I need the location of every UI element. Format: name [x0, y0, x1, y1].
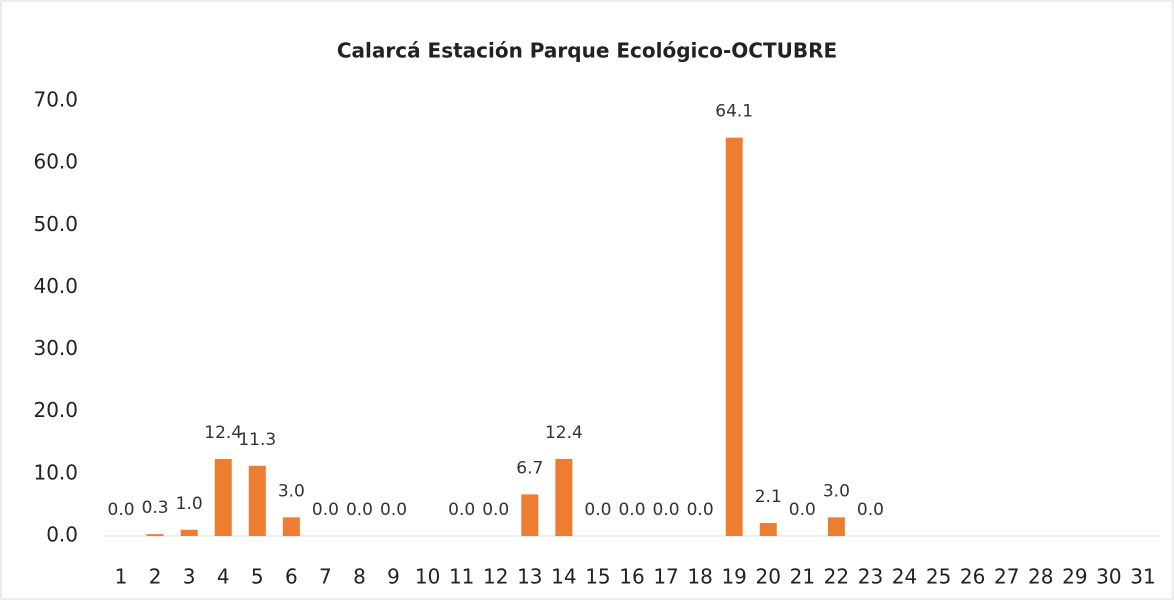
value-label: 0.0 — [789, 500, 816, 520]
x-tick-label: 9 — [387, 565, 400, 589]
x-tick-label: 3 — [183, 565, 196, 589]
bar — [759, 522, 777, 536]
x-tick-label: 6 — [285, 565, 298, 589]
y-tick-label: 10.0 — [33, 460, 78, 484]
x-tick-label: 22 — [824, 565, 849, 589]
x-tick-label: 18 — [687, 565, 712, 589]
y-tick-label: 40.0 — [33, 274, 78, 298]
x-tick-label: 11 — [449, 565, 474, 589]
bar — [214, 458, 232, 536]
value-label: 12.4 — [545, 423, 583, 443]
x-tick-label: 2 — [149, 565, 162, 589]
value-label: 3.0 — [278, 481, 305, 501]
value-label: 0.0 — [584, 500, 611, 520]
x-tick-label: 30 — [1096, 565, 1121, 589]
y-tick-label: 70.0 — [33, 88, 78, 112]
value-label: 3.0 — [823, 481, 850, 501]
x-tick-label: 7 — [319, 565, 332, 589]
x-tick-label: 8 — [353, 565, 366, 589]
bar — [827, 517, 845, 536]
value-label: 11.3 — [238, 430, 276, 450]
y-tick-label: 20.0 — [33, 398, 78, 422]
value-label: 0.0 — [346, 500, 373, 520]
value-label: 0.3 — [142, 498, 169, 518]
value-label: 0.0 — [857, 500, 884, 520]
value-label: 0.0 — [312, 500, 339, 520]
x-tick-label: 27 — [994, 565, 1019, 589]
x-tick-label: 20 — [756, 565, 781, 589]
value-label: 12.4 — [204, 423, 242, 443]
bar — [248, 465, 266, 536]
x-tick-label: 25 — [926, 565, 951, 589]
bar — [555, 458, 573, 536]
x-tick-label: 5 — [251, 565, 264, 589]
bar — [282, 517, 300, 536]
bar — [180, 529, 198, 536]
bar — [146, 534, 164, 536]
x-tick-label: 14 — [551, 565, 576, 589]
y-tick-label: 0.0 — [46, 523, 78, 547]
value-label: 0.0 — [380, 500, 407, 520]
x-tick-label: 15 — [585, 565, 610, 589]
x-tick-label: 1 — [115, 565, 128, 589]
bar — [725, 137, 743, 536]
x-tick-label: 21 — [790, 565, 815, 589]
value-label: 0.0 — [687, 500, 714, 520]
x-tick-label: 29 — [1062, 565, 1087, 589]
value-label: 6.7 — [516, 458, 543, 478]
x-tick-label: 28 — [1028, 565, 1053, 589]
x-tick-label: 4 — [217, 565, 230, 589]
x-tick-label: 16 — [619, 565, 644, 589]
value-label: 0.0 — [108, 500, 135, 520]
value-label: 0.0 — [618, 500, 645, 520]
value-label: 0.0 — [448, 500, 475, 520]
value-label: 1.0 — [176, 494, 203, 514]
y-tick-label: 30.0 — [33, 336, 78, 360]
x-tick-label: 10 — [415, 565, 440, 589]
x-tick-label: 23 — [858, 565, 883, 589]
x-tick-label: 13 — [517, 565, 542, 589]
bar — [521, 494, 539, 536]
value-label: 64.1 — [715, 102, 753, 122]
value-label: 2.1 — [755, 487, 782, 507]
x-tick-label: 19 — [721, 565, 746, 589]
value-label: 0.0 — [482, 500, 509, 520]
x-tick-label: 24 — [892, 565, 917, 589]
x-tick-label: 17 — [653, 565, 678, 589]
y-tick-label: 60.0 — [33, 150, 78, 174]
x-tick-label: 31 — [1130, 565, 1155, 589]
value-label: 0.0 — [653, 500, 680, 520]
x-tick-label: 12 — [483, 565, 508, 589]
y-tick-label: 50.0 — [33, 212, 78, 236]
chart-title: Calarcá Estación Parque Ecológico-OCTUBR… — [337, 39, 837, 63]
x-tick-label: 26 — [960, 565, 985, 589]
